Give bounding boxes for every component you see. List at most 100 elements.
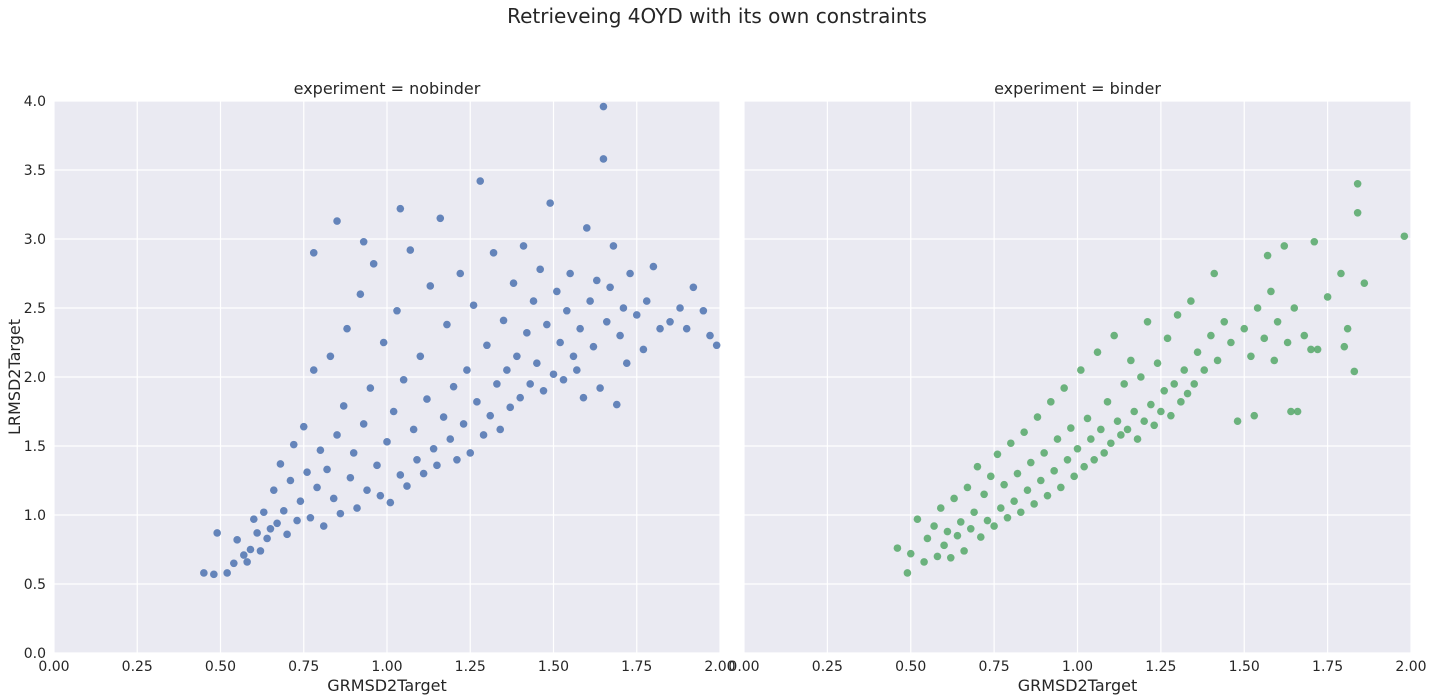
scatter-point xyxy=(289,440,298,449)
scatter-point xyxy=(453,456,461,464)
scatter-point xyxy=(519,242,528,250)
scatter-point xyxy=(1057,483,1065,492)
scatter-point xyxy=(379,338,388,347)
figure-title: Retrieveing 4OYD with its own constraint… xyxy=(507,4,927,28)
scatter-point xyxy=(976,533,985,541)
scatter-point xyxy=(1110,331,1118,340)
scatter-point xyxy=(622,359,631,368)
scatter-point xyxy=(980,490,988,499)
scatter-point xyxy=(359,420,368,428)
scatter-point xyxy=(1270,356,1279,365)
scatter-point xyxy=(526,380,534,388)
scatter-point xyxy=(376,491,385,500)
scatter-point xyxy=(496,425,505,434)
scatter-point xyxy=(616,331,624,340)
scatter-point xyxy=(266,525,275,533)
y-tick-label: 3.0 xyxy=(24,232,46,248)
scatter-point xyxy=(346,473,355,482)
scatter-point xyxy=(1113,417,1122,425)
scatter-point xyxy=(339,402,348,410)
scatter-point xyxy=(933,552,942,561)
scatter-point xyxy=(549,370,558,379)
scatter-point xyxy=(323,465,331,474)
scatter-point xyxy=(602,318,611,326)
scatter-point xyxy=(923,534,932,543)
x-tick-label: 0.50 xyxy=(205,659,236,675)
scatter-point xyxy=(706,331,714,340)
scatter-point xyxy=(243,558,251,566)
scatter-point xyxy=(1017,508,1025,517)
scatter-point xyxy=(386,498,395,507)
scatter-point xyxy=(589,342,598,351)
x-tick-label: 1.25 xyxy=(1145,659,1176,675)
scatter-point xyxy=(920,558,928,566)
scatter-point xyxy=(250,515,258,523)
scatter-point xyxy=(1037,476,1045,485)
scatter-point xyxy=(1220,318,1229,326)
y-tick-label: 2.5 xyxy=(24,301,46,317)
scatter-point xyxy=(359,237,368,246)
scatter-point xyxy=(443,320,451,329)
scatter-point xyxy=(436,214,445,223)
scatter-point xyxy=(609,242,618,250)
scatter-point xyxy=(459,420,468,428)
scatter-point xyxy=(1210,269,1219,278)
scatter-point xyxy=(543,320,551,329)
scatter-point xyxy=(363,486,371,494)
scatter-point xyxy=(1273,318,1282,326)
scatter-point xyxy=(329,494,338,503)
x-tick-label: 0.00 xyxy=(728,659,759,675)
scatter-point xyxy=(986,472,995,481)
scatter-point xyxy=(1310,237,1319,246)
scatter-point xyxy=(1337,269,1345,278)
scatter-point xyxy=(369,260,378,268)
x-tick-label: 0.75 xyxy=(288,659,319,675)
scatter-point xyxy=(649,262,658,271)
scatter-point xyxy=(1260,334,1269,343)
scatter-point xyxy=(1073,444,1082,453)
scatter-point xyxy=(416,352,425,361)
scatter-point xyxy=(1063,456,1072,464)
scatter-point xyxy=(1087,435,1095,443)
scatter-point xyxy=(479,431,488,439)
scatter-point xyxy=(466,449,475,457)
x-axis-label: GRMSD2Target xyxy=(1018,676,1137,695)
x-tick-label: 0.75 xyxy=(979,659,1010,675)
scatter-point xyxy=(1253,304,1262,312)
scatter-point xyxy=(356,290,365,299)
scatter-point xyxy=(1343,324,1352,333)
scatter-point xyxy=(553,287,561,296)
scatter-point xyxy=(1263,251,1272,260)
scatter-point xyxy=(503,366,511,374)
scatter-point xyxy=(1193,348,1202,356)
scatter-point xyxy=(1000,480,1008,489)
scatter-point xyxy=(1090,456,1098,464)
scatter-point xyxy=(1147,400,1155,409)
x-tick-label: 0.25 xyxy=(122,659,153,675)
scatter-point xyxy=(1133,435,1142,443)
scatter-point xyxy=(1117,431,1125,439)
scatter-point xyxy=(1313,345,1322,354)
scatter-point xyxy=(1040,449,1048,457)
scatter-point xyxy=(233,536,241,544)
scatter-point xyxy=(1077,366,1085,374)
scatter-point xyxy=(246,545,255,554)
scatter-point xyxy=(273,519,281,528)
scatter-point xyxy=(1053,435,1062,443)
x-tick-label: 1.50 xyxy=(1229,659,1260,675)
scatter-point xyxy=(1150,421,1159,430)
scatter-point xyxy=(1280,242,1289,250)
scatter-point xyxy=(1323,293,1332,301)
scatter-point xyxy=(1240,324,1249,333)
scatter-point xyxy=(566,269,574,278)
facet-title: experiment = binder xyxy=(994,79,1161,98)
scatter-point xyxy=(259,508,268,517)
scatter-point xyxy=(966,525,975,533)
scatter-point xyxy=(619,304,628,312)
scatter-point xyxy=(556,338,564,347)
y-tick-label: 0.5 xyxy=(24,577,46,593)
scatter-point xyxy=(1353,180,1362,188)
scatter-point xyxy=(1400,232,1409,241)
scatter-point xyxy=(296,497,305,506)
